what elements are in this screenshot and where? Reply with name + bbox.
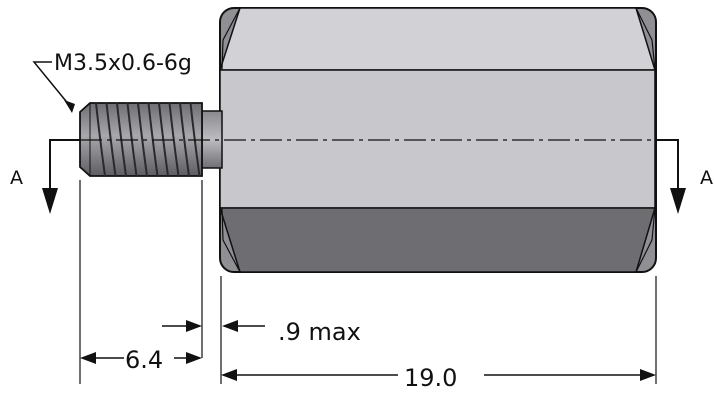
thread-length-arrow-right [186, 352, 202, 364]
overall-length-label: 19.0 [404, 364, 457, 392]
section-label-right: A [700, 167, 713, 189]
hex-middle-face [219, 69, 656, 209]
thread-callout-leader [32, 61, 75, 113]
thread-length-label: 6.4 [125, 346, 163, 374]
section-arrow-left [42, 139, 80, 214]
overall-length-arrow-left [221, 369, 237, 381]
relief-arrow-right [222, 320, 238, 332]
hex-left-chamfer-bottom [221, 207, 241, 273]
hex-top-face [218, 7, 657, 71]
hex-right-chamfer-bottom [635, 207, 656, 273]
hex-right-chamfer [635, 7, 656, 71]
hex-left-chamfer [221, 7, 241, 71]
relief-arrow-left [186, 320, 202, 332]
section-arrow-right [656, 139, 686, 214]
thread-spec-label: M3.5x0.6-6g [54, 51, 192, 76]
extension-lines [79, 180, 657, 384]
section-label-left: A [10, 167, 23, 189]
hex-bottom-face [218, 207, 657, 273]
relief-dimension-label: .9 max [278, 318, 361, 346]
thread-crest [137, 102, 148, 177]
overall-length-arrow-right [640, 369, 656, 381]
hex-body [218, 7, 657, 273]
thread-crest [179, 102, 190, 177]
thread-length-arrow-left [80, 352, 96, 364]
